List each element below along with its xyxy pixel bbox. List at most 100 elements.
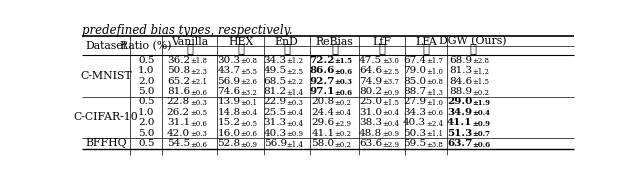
Text: 51.3: 51.3 [447, 129, 472, 138]
Text: 88.7: 88.7 [403, 87, 426, 96]
Text: 50.8: 50.8 [167, 66, 190, 75]
Text: ±1.0: ±1.0 [426, 99, 444, 107]
Text: ±1.0: ±1.0 [426, 68, 444, 76]
Text: 34.3: 34.3 [264, 56, 287, 65]
Text: 20.8: 20.8 [311, 97, 334, 106]
Text: ±5.5: ±5.5 [241, 68, 257, 76]
Text: ±0.1: ±0.1 [241, 99, 257, 107]
Text: ±3.2: ±3.2 [241, 89, 257, 97]
Text: ±2.2: ±2.2 [287, 78, 304, 86]
Text: 97.1: 97.1 [309, 87, 334, 96]
Text: 86.6: 86.6 [309, 66, 334, 75]
Text: ±0.3: ±0.3 [334, 78, 352, 86]
Text: 14.8: 14.8 [218, 108, 241, 117]
Text: 38.3: 38.3 [359, 118, 382, 127]
Text: 79.0: 79.0 [403, 66, 426, 75]
Text: ±0.4: ±0.4 [472, 109, 490, 117]
Text: ±0.4: ±0.4 [287, 109, 304, 117]
Text: 58.0: 58.0 [311, 139, 334, 148]
Text: 1.0: 1.0 [138, 66, 154, 75]
Text: 63.6: 63.6 [359, 139, 382, 148]
Text: 72.2: 72.2 [309, 56, 334, 65]
Text: 0.5: 0.5 [138, 56, 154, 65]
Text: Vanilla: Vanilla [172, 37, 209, 47]
Text: HEX: HEX [228, 37, 253, 47]
Text: 42.0: 42.0 [167, 129, 190, 138]
Text: 0.5: 0.5 [138, 97, 154, 106]
Text: 56.9: 56.9 [264, 139, 287, 148]
Text: 64.6: 64.6 [359, 66, 382, 75]
Text: ±0.4: ±0.4 [241, 109, 257, 117]
Text: 92.7: 92.7 [309, 77, 334, 86]
Text: EnD: EnD [275, 37, 299, 47]
Text: ±0.9: ±0.9 [382, 130, 399, 138]
Text: C-MNIST: C-MNIST [81, 71, 132, 81]
Text: LFA: LFA [415, 37, 437, 47]
Text: 54.5: 54.5 [167, 139, 190, 148]
Text: ±0.6: ±0.6 [472, 141, 491, 149]
Text: ±0.6: ±0.6 [190, 89, 207, 97]
Text: ±0.8: ±0.8 [241, 58, 257, 65]
Text: ±3.8: ±3.8 [426, 141, 443, 149]
Text: ±2.5: ±2.5 [382, 68, 399, 76]
Text: ±3.7: ±3.7 [382, 78, 399, 86]
Text: 2.0: 2.0 [138, 77, 154, 86]
Text: BFFHQ: BFFHQ [85, 138, 127, 149]
Text: ±0.2: ±0.2 [334, 141, 351, 149]
Text: 81.2: 81.2 [264, 87, 287, 96]
Text: ±0.9: ±0.9 [241, 141, 257, 149]
Text: ±2.9: ±2.9 [334, 120, 351, 128]
Text: ±2.8: ±2.8 [472, 58, 490, 65]
Text: LfF: LfF [372, 37, 392, 47]
Text: Ratio (%): Ratio (%) [120, 41, 172, 51]
Text: 65.2: 65.2 [167, 77, 190, 86]
Text: ReBias: ReBias [316, 37, 353, 47]
Text: ±0.4: ±0.4 [334, 109, 351, 117]
Text: 43.7: 43.7 [218, 66, 241, 75]
Text: 30.3: 30.3 [218, 56, 241, 65]
Text: 15.2: 15.2 [218, 118, 241, 127]
Text: 56.9: 56.9 [218, 77, 241, 86]
Text: predefined bias types, respectively.: predefined bias types, respectively. [83, 24, 293, 37]
Text: 26.2: 26.2 [167, 108, 190, 117]
Text: ±2.3: ±2.3 [190, 68, 207, 76]
Text: 85.0: 85.0 [403, 77, 426, 86]
Text: 25.5: 25.5 [264, 108, 287, 117]
Text: 36.2: 36.2 [167, 56, 190, 65]
Text: ±1.4: ±1.4 [287, 141, 304, 149]
Text: Dataset: Dataset [85, 41, 127, 51]
Text: 16.0: 16.0 [218, 129, 241, 138]
Text: ±0.4: ±0.4 [382, 109, 399, 117]
Text: 59.5: 59.5 [403, 139, 426, 148]
Text: ±0.5: ±0.5 [241, 120, 257, 128]
Text: ±0.9: ±0.9 [287, 130, 304, 138]
Text: 48.8: 48.8 [359, 129, 382, 138]
Text: 49.5: 49.5 [264, 66, 287, 75]
Text: ±0.8: ±0.8 [426, 78, 444, 86]
Text: ±1.3: ±1.3 [426, 89, 443, 97]
Text: ±0.9: ±0.9 [472, 120, 490, 128]
Text: 22.9: 22.9 [264, 97, 287, 106]
Text: ±1.5: ±1.5 [472, 78, 490, 86]
Text: 84.6: 84.6 [449, 77, 472, 86]
Text: ±1.4: ±1.4 [287, 89, 304, 97]
Text: ✗: ✗ [379, 43, 385, 56]
Text: 40.3: 40.3 [264, 129, 287, 138]
Text: 41.1: 41.1 [311, 129, 334, 138]
Text: 31.3: 31.3 [264, 118, 287, 127]
Text: 27.9: 27.9 [403, 97, 426, 106]
Text: ±0.2: ±0.2 [334, 99, 351, 107]
Text: ±2.6: ±2.6 [241, 78, 257, 86]
Text: 50.3: 50.3 [403, 129, 426, 138]
Text: ±0.3: ±0.3 [287, 99, 303, 107]
Text: ±1.2: ±1.2 [472, 68, 490, 76]
Text: 41.1: 41.1 [447, 118, 472, 127]
Text: ✓: ✓ [237, 43, 244, 56]
Text: 47.5: 47.5 [359, 56, 382, 65]
Text: 40.3: 40.3 [403, 118, 426, 127]
Text: ±0.4: ±0.4 [382, 120, 399, 128]
Text: 68.9: 68.9 [449, 56, 472, 65]
Text: ±0.6: ±0.6 [334, 68, 353, 76]
Text: ±1.5: ±1.5 [334, 58, 353, 65]
Text: 67.4: 67.4 [403, 56, 426, 65]
